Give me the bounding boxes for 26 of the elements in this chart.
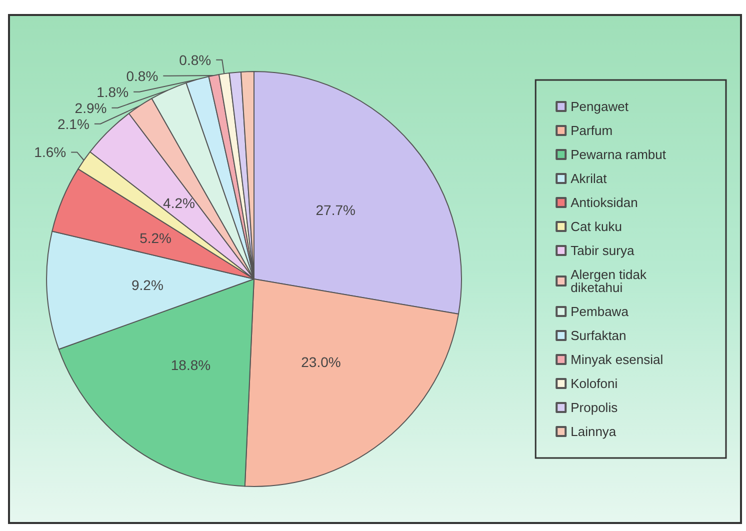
data-label: 5.2% [140,230,172,246]
legend-label: Propolis [570,400,618,415]
data-label: 23.0% [301,354,341,370]
legend-label: Cat kuku [570,219,622,234]
legend-label: Pengawet [570,99,629,114]
legend-label: Parfum [570,123,613,138]
data-label: 27.7% [316,202,356,218]
data-label: 4.2% [163,195,195,212]
data-label: 18.8% [170,356,211,373]
data-label: 2.9% [74,100,107,116]
legend-label: Alergen tidak diketahui [570,267,650,295]
data-label: 9.2% [131,277,164,294]
legend-label: Akrilat [570,171,608,186]
legend-label: Tabir surya [570,243,635,258]
legend-label: Pembawa [570,304,630,319]
legend-label: Surfaktan [570,328,626,343]
legend-label: Antioksidan [570,195,638,210]
data-label: 1.8% [96,84,129,100]
data-label: 1.6% [34,144,66,160]
legend-label: Minyak esensial [570,352,664,367]
legend-label: Lainnya [570,424,617,439]
legend-label: Pewarna rambut [570,147,666,162]
data-label: 0.8% [179,52,212,68]
data-label: 2.1% [58,116,90,132]
legend-label: Kolofoni [570,376,618,391]
data-label: 0.8% [126,68,158,84]
